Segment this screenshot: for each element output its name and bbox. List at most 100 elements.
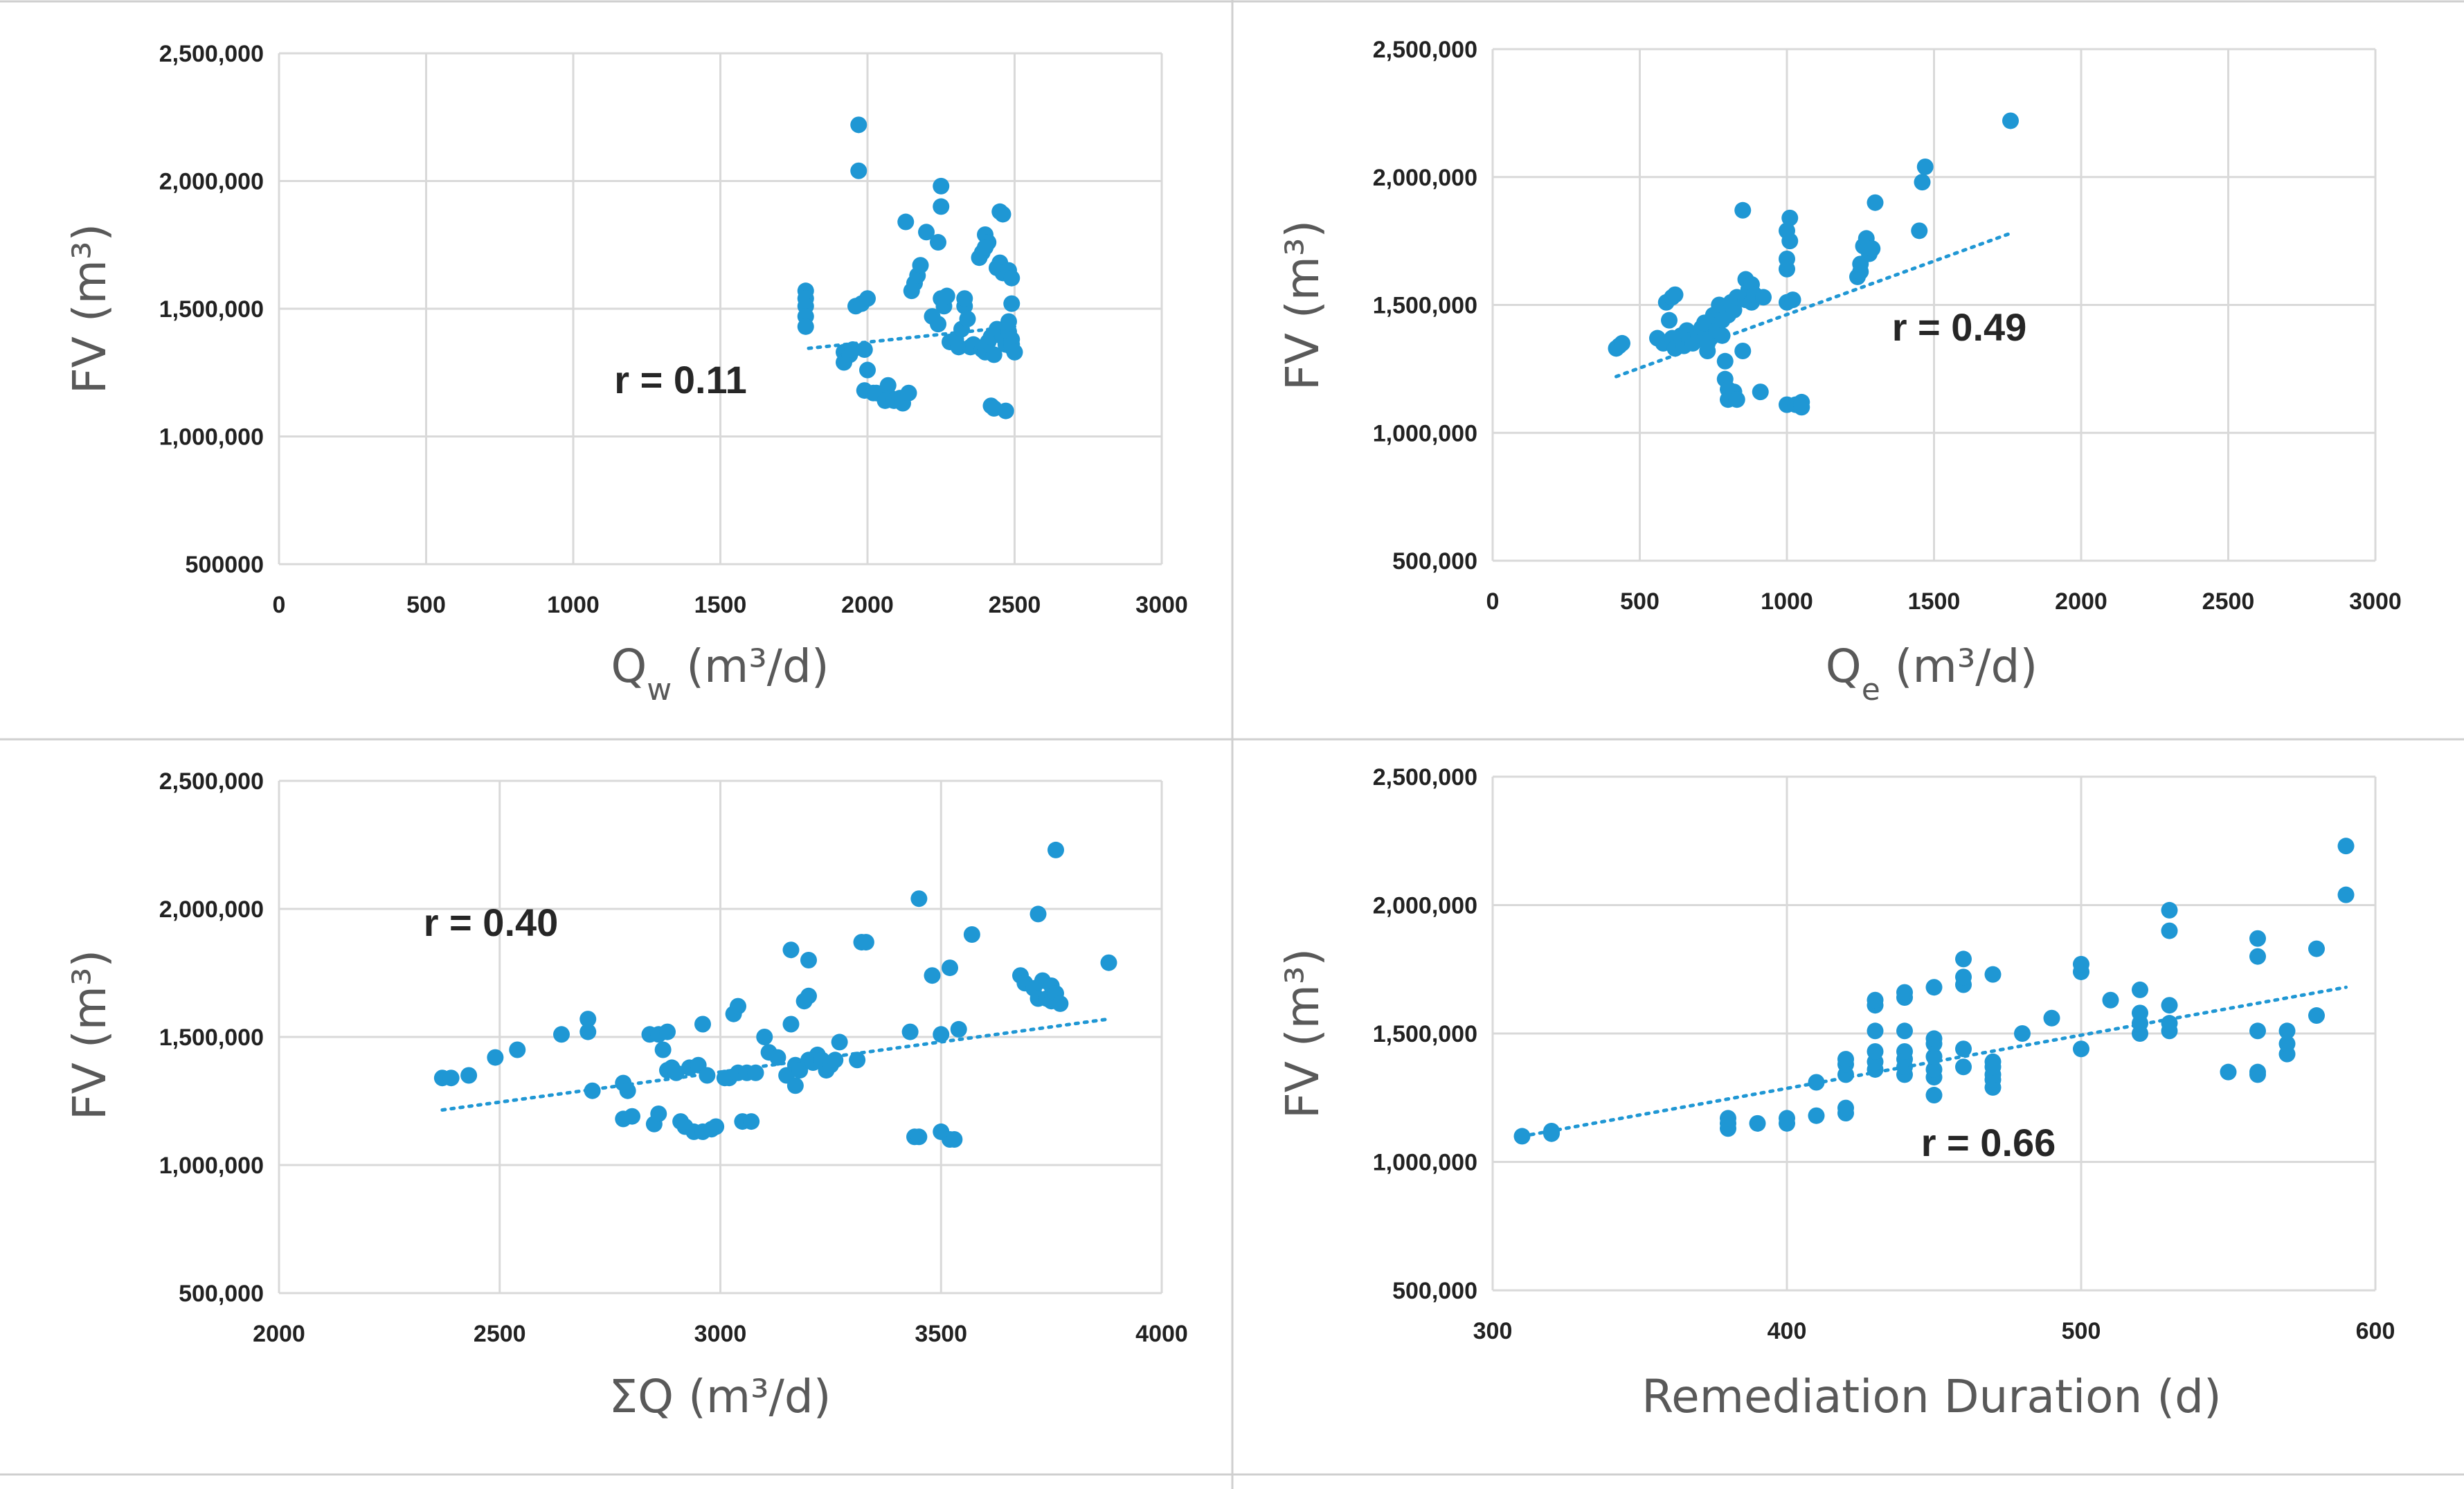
data-point — [956, 290, 973, 307]
data-point — [844, 341, 861, 359]
data-point — [1837, 1051, 1854, 1068]
data-point — [800, 987, 817, 1004]
data-point — [747, 1064, 764, 1081]
data-point — [857, 934, 874, 951]
data-point — [786, 1077, 804, 1094]
data-point — [1984, 966, 2002, 983]
y-tick-label: 2,000,000 — [1373, 165, 1477, 191]
data-point — [2102, 991, 2119, 1009]
y-tick-label: 2,500,000 — [1373, 37, 1477, 63]
x-axis-label: Qw (m³/d) — [611, 640, 829, 707]
data-point — [1896, 1022, 1913, 1040]
data-point — [2308, 940, 2325, 957]
data-point — [1955, 950, 1972, 968]
data-point — [553, 1026, 570, 1043]
data-point — [2132, 1004, 2148, 1022]
data-point — [1047, 841, 1064, 858]
data-point — [1925, 1087, 1943, 1104]
y-tick-label: 500000 — [186, 552, 264, 578]
data-point — [2278, 1035, 2296, 1052]
data-point — [1779, 250, 1795, 267]
x-tick-label: 2000 — [2055, 588, 2107, 615]
correlation-label: r = 0.11 — [614, 358, 747, 401]
data-point — [1925, 1048, 1943, 1065]
data-point — [2249, 1022, 2266, 1040]
x-tick-label: 1500 — [694, 592, 747, 618]
y-tick-label: 1,000,000 — [159, 424, 264, 451]
data-point — [2249, 1063, 2266, 1081]
data-point — [2249, 948, 2266, 965]
y-tick-label: 1,000,000 — [159, 1153, 264, 1179]
data-point — [769, 1049, 786, 1066]
x-tick-label: 500 — [406, 592, 446, 618]
y-tick-label: 2,000,000 — [159, 169, 264, 195]
data-point — [2161, 997, 2178, 1014]
data-point — [924, 967, 941, 984]
trendline — [1615, 231, 2013, 379]
data-point — [2014, 1025, 2031, 1042]
data-point — [659, 1023, 676, 1040]
data-point — [1720, 1110, 1736, 1127]
data-point — [879, 377, 897, 394]
y-tick-label: 1,000,000 — [1373, 420, 1477, 446]
data-point — [1725, 301, 1743, 318]
data-point — [1100, 954, 1117, 971]
data-point — [977, 239, 993, 256]
data-point — [1808, 1107, 1825, 1124]
data-point — [1661, 312, 1678, 329]
data-point — [509, 1041, 526, 1058]
data-point — [856, 341, 873, 359]
y-tick-label: 500,000 — [1392, 1278, 1477, 1304]
data-point — [1614, 334, 1630, 352]
x-tick-label: 3000 — [2349, 588, 2402, 615]
data-point — [994, 206, 1011, 223]
data-point — [584, 1082, 601, 1099]
x-tick-label: 500 — [1620, 588, 1660, 615]
data-point — [654, 1041, 672, 1058]
data-point — [1749, 1115, 1766, 1132]
data-point — [1867, 1043, 1884, 1060]
data-point — [1734, 343, 1752, 360]
data-point — [579, 1011, 597, 1028]
data-point — [1781, 209, 1799, 226]
data-point — [1543, 1122, 1560, 1139]
data-point — [1752, 383, 1769, 401]
data-point — [910, 1128, 928, 1146]
data-point — [1916, 158, 1934, 175]
data-point — [997, 402, 1014, 419]
data-point — [930, 234, 946, 251]
data-point — [624, 1108, 640, 1125]
chart-panel-sumq: 500,000 1,000,000 1,500,000 2,000,000 2,500,… — [63, 768, 1188, 1423]
x-tick-label: 1000 — [1761, 588, 1813, 615]
data-point — [1003, 269, 1020, 287]
y-tick-label: 1,500,000 — [159, 296, 264, 323]
chart-panel-qe: 500,000 1,000,000 1,500,000 2,000,000 2,500,… — [1276, 37, 2402, 707]
x-tick-label: 1000 — [547, 592, 600, 618]
data-point — [985, 346, 1002, 363]
data-point — [667, 1064, 685, 1081]
data-point — [901, 1023, 919, 1040]
data-point — [942, 959, 958, 977]
correlation-label: r = 0.66 — [1921, 1121, 2056, 1164]
x-tick-label: 400 — [1768, 1318, 1807, 1344]
data-point — [619, 1082, 636, 1099]
x-axis-label: Remediation Duration (d) — [1642, 1370, 2222, 1423]
data-point — [2337, 886, 2355, 903]
data-point — [1699, 343, 1716, 360]
data-point — [694, 1016, 711, 1033]
x-tick-label: 2500 — [989, 592, 1041, 618]
data-point — [2043, 1009, 2060, 1027]
x-tick-label: 4000 — [1135, 1321, 1188, 1347]
x-tick-label: 1500 — [1908, 588, 1961, 615]
data-point — [1781, 233, 1799, 250]
data-point — [897, 213, 915, 231]
chart-panel-duration: 500,000 1,000,000 1,500,000 2,000,000 2,500,… — [1276, 764, 2395, 1423]
data-point — [1808, 1074, 1825, 1091]
data-point — [756, 1029, 773, 1045]
data-point — [1955, 1058, 1972, 1076]
x-tick-label: 0 — [273, 592, 286, 618]
data-point — [912, 257, 929, 274]
x-tick-label: 3000 — [694, 1321, 747, 1347]
y-tick-label: 500,000 — [179, 1281, 264, 1307]
